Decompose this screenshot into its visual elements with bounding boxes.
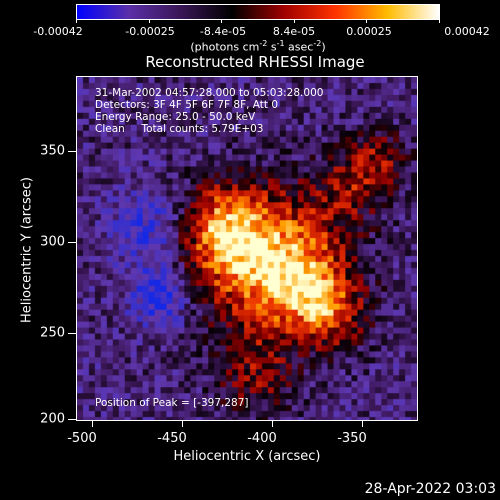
rhessi-image <box>77 77 417 420</box>
y-axis-tick-label: 300 <box>40 234 65 250</box>
unit-part: asec <box>284 40 314 54</box>
colorbar-tick <box>439 19 440 23</box>
colorbar-tick <box>221 19 222 23</box>
colorbar-tick <box>366 19 367 23</box>
x-axis-tick-label: -350 <box>337 431 367 446</box>
unit-part: ) <box>321 40 326 54</box>
colorbar-tick-label: -0.00042 <box>33 25 83 38</box>
x-axis-tick <box>182 421 183 427</box>
x-axis-tick-label: -400 <box>247 431 277 446</box>
y-axis-tick <box>68 242 76 243</box>
peak-position-label: Position of Peak = [-397,287] <box>95 397 249 409</box>
y-axis-tick <box>68 333 76 334</box>
colorbar-tick-label: 0.00025 <box>346 25 392 38</box>
unit-part: (photons cm <box>190 40 260 54</box>
x-axis-tick <box>92 421 93 427</box>
info-total-counts: Clean Total counts: 5.79E+03 <box>95 123 264 135</box>
x-axis-tick-label: -450 <box>157 431 187 446</box>
colorbar-tick-label: 8.4e-05 <box>272 25 316 38</box>
colorbar-unit-label: (photons cm-2 s-1 asec-2) <box>190 39 325 54</box>
colorbar-tick <box>149 19 150 23</box>
colorbar-tick-label: -8.4e-05 <box>199 25 247 38</box>
x-axis-label: Heliocentric X (arcsec) <box>173 449 321 464</box>
unit-exponent: -1 <box>276 39 285 48</box>
x-axis-tick-label: -500 <box>67 431 97 446</box>
colorbar-tick-label: -0.00025 <box>125 25 175 38</box>
y-axis-tick-label: 350 <box>40 143 65 159</box>
info-time-range: 31-Mar-2002 04:57:28.000 to 05:03:28.000 <box>95 87 324 99</box>
y-axis-tick-label: 200 <box>40 411 65 427</box>
unit-exponent: -2 <box>313 39 322 48</box>
colorbar-tick <box>76 19 77 23</box>
unit-part: s <box>267 40 277 54</box>
y-axis-tick <box>68 151 76 152</box>
image-plot: 31-Mar-2002 04:57:28.000 to 05:03:28.000… <box>76 76 418 421</box>
colorbar <box>76 4 440 20</box>
render-timestamp: 28-Apr-2022 03:03 <box>364 481 496 497</box>
plot-title: Reconstructed RHESSI Image <box>145 53 365 71</box>
x-axis-tick <box>272 421 273 427</box>
colorbar-tick-label: 0.00042 <box>444 25 490 38</box>
y-axis-tick-label: 250 <box>40 325 65 341</box>
y-axis-tick <box>68 419 76 420</box>
x-axis-tick <box>362 421 363 427</box>
unit-exponent: -2 <box>259 39 268 48</box>
info-energy-range: Energy Range: 25.0 - 50.0 keV <box>95 111 256 123</box>
info-detectors: Detectors: 3F 4F 5F 6F 7F 8F, Att 0 <box>95 99 279 111</box>
colorbar-tick <box>294 19 295 23</box>
y-axis-label: Heliocentric Y (arcsec) <box>19 177 35 323</box>
